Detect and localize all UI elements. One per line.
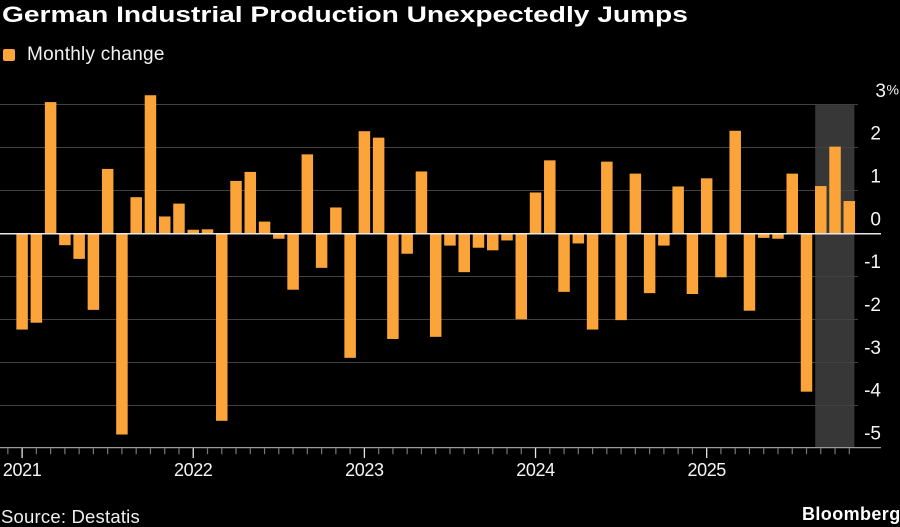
svg-text:-4: -4 <box>864 381 881 402</box>
svg-text:0: 0 <box>870 209 881 230</box>
svg-text:2022: 2022 <box>174 460 213 480</box>
svg-text:3: 3 <box>875 81 886 102</box>
svg-text:2021: 2021 <box>3 460 42 480</box>
svg-text:2: 2 <box>870 124 881 145</box>
svg-text:-5: -5 <box>864 424 881 445</box>
svg-text:-2: -2 <box>864 295 881 316</box>
svg-text:2025: 2025 <box>687 460 726 480</box>
svg-text:1: 1 <box>870 167 881 188</box>
svg-text:-3: -3 <box>864 338 881 359</box>
svg-text:2023: 2023 <box>345 460 384 480</box>
svg-text:2024: 2024 <box>516 460 555 480</box>
svg-text:-1: -1 <box>864 252 881 273</box>
svg-text:%: % <box>887 81 899 97</box>
